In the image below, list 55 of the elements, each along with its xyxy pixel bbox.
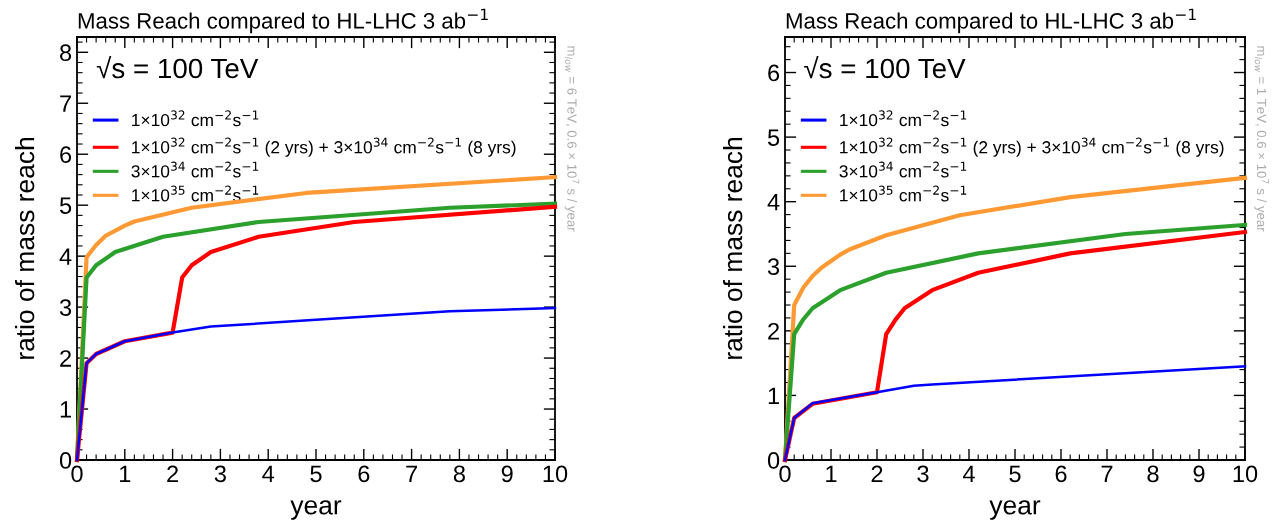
y-tick-label: 7 bbox=[60, 95, 71, 112]
x-tick-label: 7 bbox=[406, 465, 417, 482]
x-tick-label: 2 bbox=[871, 465, 883, 482]
y-tick-label: 6 bbox=[60, 146, 72, 163]
x-tick-label: 5 bbox=[1009, 465, 1021, 483]
x-tick-label: 4 bbox=[262, 465, 275, 482]
text: 1×10$^{32}$ cm$^{−2}$s$^{−1}$ (2 yrs) + 3×10$^{34}$ cm$^{−2}$s$^{−1}$ (8 yrs) bbox=[132, 137, 516, 157]
x-tick-label: 0 bbox=[71, 465, 83, 483]
legend-label: 1×10$^{35}$ cm$^{−2}$s$^{−1}$ bbox=[840, 185, 967, 202]
x-tick-label: 10 bbox=[1233, 465, 1258, 483]
y-tick-label: 5 bbox=[59, 197, 72, 214]
y-tick-label: 0 bbox=[59, 452, 72, 469]
y-axis-title: ratio of mass reach bbox=[14, 138, 35, 359]
x-tick-label: 1 bbox=[120, 465, 131, 482]
annotation: √s = 100 TeV bbox=[804, 56, 966, 79]
y-tick-label: 4 bbox=[59, 248, 72, 265]
x-tick-label: 8 bbox=[453, 465, 465, 483]
text: 1×10$^{32}$ cm$^{−2}$s$^{−1}$ (2 yrs) + 3×10$^{34}$ cm$^{−2}$s$^{−1}$ (8 yrs) bbox=[840, 137, 1224, 157]
y-tick-label: 6 bbox=[768, 64, 780, 82]
legend-label: 3×10$^{34}$ cm$^{−2}$s$^{−1}$ bbox=[839, 161, 967, 178]
chart-title: Mass Reach compared to HL-LHC 3 ab$^{−1}$ bbox=[78, 8, 488, 34]
x-tick-label: 8 bbox=[1147, 465, 1159, 483]
y-tick-label: 4 bbox=[767, 193, 780, 211]
y-tick-label: 0 bbox=[767, 452, 780, 469]
x-tick-label: 6 bbox=[358, 465, 370, 483]
annotation: √s = 100 TeV bbox=[96, 56, 259, 79]
text: m$_{low}$ = 1 TeV, 0.6 × 10$^{7}$ s / year bbox=[1254, 46, 1269, 232]
x-axis-title: year bbox=[989, 500, 1041, 520]
text: m$_{low}$ = 6 TeV, 0.6 × 10$^{7}$ s / year bbox=[564, 46, 580, 232]
y-tick-label: 2 bbox=[768, 322, 779, 340]
x-tick-label: 3 bbox=[214, 465, 226, 483]
y-tick-label: 3 bbox=[59, 299, 72, 316]
x-tick-label: 7 bbox=[1101, 465, 1113, 482]
y-tick-label: 8 bbox=[60, 44, 72, 62]
y-tick-label: 2 bbox=[60, 350, 71, 367]
legend-label: 1×10$^{32}$ cm$^{−2}$s$^{−1}$ bbox=[840, 110, 967, 127]
y-tick-label: 5 bbox=[767, 129, 780, 146]
legend-label: 1×10$^{32}$ cm$^{−2}$s$^{−1}$ bbox=[132, 110, 259, 127]
x-tick-label: 6 bbox=[1055, 465, 1067, 483]
chart-title: Mass Reach compared to HL-LHC 3 ab$^{−1}$ bbox=[786, 8, 1196, 34]
x-tick-label: 9 bbox=[501, 465, 513, 483]
x-tick-label: 9 bbox=[1193, 465, 1205, 483]
y-axis-title: ratio of mass reach bbox=[722, 138, 743, 359]
legend-label: 3×10$^{34}$ cm$^{−2}$s$^{−1}$ bbox=[131, 161, 259, 178]
x-tick-label: 10 bbox=[543, 465, 568, 483]
x-axis-title: year bbox=[290, 500, 342, 520]
x-tick-label: 4 bbox=[962, 465, 975, 482]
x-tick-label: 2 bbox=[167, 465, 178, 482]
y-tick-label: 1 bbox=[60, 401, 71, 418]
x-tick-label: 1 bbox=[826, 465, 837, 482]
y-tick-label: 3 bbox=[767, 258, 780, 276]
y-tick-label: 1 bbox=[768, 387, 779, 404]
x-tick-label: 0 bbox=[779, 465, 791, 483]
x-tick-label: 5 bbox=[310, 465, 322, 483]
x-tick-label: 3 bbox=[917, 465, 929, 483]
